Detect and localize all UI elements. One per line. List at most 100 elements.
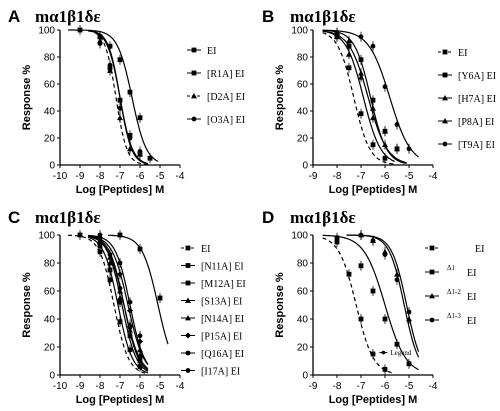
- data-point: [346, 65, 352, 71]
- data-point: [117, 114, 123, 121]
- data-point: [77, 232, 83, 238]
- panel-title: mα1β1δε: [35, 7, 101, 26]
- data-point: [358, 111, 364, 117]
- legend-label: [D2A] EI: [207, 92, 245, 103]
- data-point: [370, 288, 376, 294]
- data-point: [127, 89, 133, 95]
- x-tick-label: -7: [357, 381, 366, 392]
- data-point: [127, 299, 133, 305]
- x-tick-label: -9: [76, 381, 85, 392]
- y-tick-label: 100: [291, 26, 308, 37]
- legend-label: [N14A] EI: [201, 314, 244, 325]
- panel-title: mα1β1δε: [35, 208, 101, 227]
- legend-label: [T9A] EI: [458, 140, 495, 151]
- series-curve: [87, 30, 149, 165]
- data-point: [127, 135, 133, 141]
- series-4: [322, 27, 419, 158]
- x-tick-label: -4: [429, 381, 438, 392]
- data-point: [406, 146, 412, 152]
- y-tick-label: 80: [44, 53, 56, 64]
- data-point: [117, 105, 123, 111]
- legend-marker: [185, 245, 191, 251]
- legend-marker: [191, 47, 197, 53]
- data-point: [117, 285, 123, 291]
- data-point: [382, 155, 388, 161]
- legend-label: EI: [475, 244, 484, 255]
- legend-label: [N11A] EI: [201, 262, 244, 273]
- data-point: [127, 145, 133, 152]
- y-tick-label: 0: [302, 161, 308, 172]
- y-tick-label: 60: [44, 80, 56, 91]
- legend-marker: [185, 332, 191, 339]
- x-tick-label: -5: [156, 171, 165, 182]
- legend-marker: [185, 315, 191, 321]
- legend-label: EI: [467, 316, 476, 327]
- x-tick-label: -5: [405, 171, 414, 182]
- data-point: [117, 295, 123, 301]
- y-tick-label: 80: [297, 53, 309, 64]
- y-tick-label: 80: [297, 259, 309, 270]
- data-point: [370, 97, 376, 103]
- panel-letter: C: [8, 208, 20, 227]
- panel-letter: D: [262, 208, 274, 227]
- legend-label: [H7A] EI: [458, 94, 496, 105]
- data-point: [382, 252, 388, 257]
- panel-letter: B: [262, 7, 274, 26]
- series-3: [346, 230, 420, 352]
- x-tick-label: -9: [309, 381, 318, 392]
- x-tick-label: -4: [176, 381, 185, 392]
- x-tick-label: -6: [381, 171, 390, 182]
- annotation-marker: [381, 350, 386, 355]
- series-0: [67, 230, 149, 375]
- data-point: [382, 316, 388, 322]
- data-point: [394, 277, 400, 283]
- y-tick-label: 20: [297, 343, 309, 354]
- data-point: [358, 316, 364, 322]
- x-axis-title: Log [Peptides] M: [76, 394, 165, 406]
- data-point: [97, 41, 103, 46]
- series-curve: [322, 32, 395, 165]
- legend-label: EI: [458, 48, 467, 59]
- legend-marker: [429, 245, 435, 251]
- legend-marker: [185, 263, 191, 268]
- data-point: [77, 27, 83, 33]
- data-point: [117, 319, 123, 325]
- x-axis-title: Log [Peptides] M: [329, 184, 418, 196]
- data-point: [358, 74, 364, 80]
- series-curve: [87, 234, 149, 365]
- annotation-label: Legend: [390, 349, 411, 357]
- legend-label: [O3A] EI: [207, 115, 245, 126]
- legend-label-prefix: Δ1-3: [447, 312, 461, 320]
- data-point: [394, 122, 400, 127]
- series-1: [322, 234, 419, 371]
- legend-marker: [191, 116, 197, 122]
- y-axis-title: Response %: [274, 272, 286, 338]
- y-tick-label: 100: [291, 231, 308, 242]
- data-point: [394, 145, 400, 152]
- legend-marker: [185, 350, 191, 356]
- legend-marker: [185, 280, 191, 286]
- y-tick-label: 40: [297, 107, 309, 118]
- x-tick-label: -8: [96, 381, 105, 392]
- data-point: [370, 105, 376, 111]
- y-tick-label: 80: [44, 259, 56, 270]
- y-tick-label: 60: [297, 287, 309, 298]
- data-point: [127, 347, 133, 353]
- legend-label: EI: [207, 46, 216, 57]
- x-axis-title: Log [Peptides] M: [329, 394, 418, 406]
- data-point: [107, 260, 113, 266]
- legend-label: [I17A] EI: [201, 367, 240, 378]
- legend-label: [P15A] EI: [201, 332, 242, 343]
- data-point: [107, 43, 113, 49]
- data-point: [137, 115, 143, 121]
- data-point: [382, 367, 388, 372]
- x-tick-label: -5: [405, 381, 414, 392]
- legend-label-prefix: Δ1: [447, 264, 456, 272]
- x-tick-label: -6: [136, 171, 145, 182]
- x-tick-label: -7: [357, 171, 366, 182]
- series-curve: [68, 29, 159, 162]
